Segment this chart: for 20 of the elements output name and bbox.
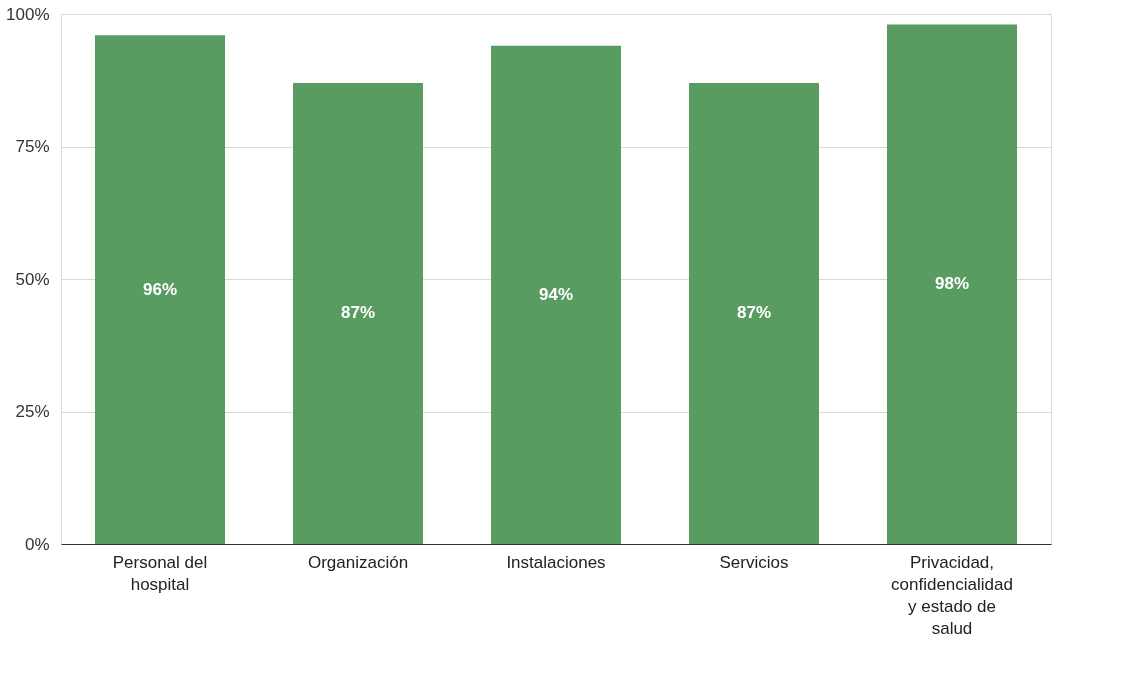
bar (887, 24, 1017, 544)
data-label: 87% (340, 303, 376, 323)
x-tick-label: Organización (307, 552, 409, 572)
y-tick-label: 50% (15, 269, 50, 289)
y-tick-label: 75% (15, 137, 50, 156)
bar (293, 82, 423, 544)
data-label: 98% (934, 274, 970, 294)
data-label: 87% (736, 303, 772, 323)
x-tick-label: Servicios (719, 552, 789, 572)
x-tick-label: Instalaciones (506, 552, 606, 572)
y-tick-label: 100% (6, 4, 50, 24)
y-tick-label: 0% (24, 534, 50, 554)
bar (689, 82, 819, 544)
bar (491, 45, 621, 544)
data-label: 94% (538, 284, 574, 304)
y-tick-label: 25% (15, 402, 50, 421)
bar (95, 35, 225, 544)
x-tick-label: Privacidad, confidencialidad y estado de salud (891, 552, 1013, 638)
data-label: 96% (142, 279, 178, 299)
x-tick-label: Personal del hospital (112, 552, 208, 594)
